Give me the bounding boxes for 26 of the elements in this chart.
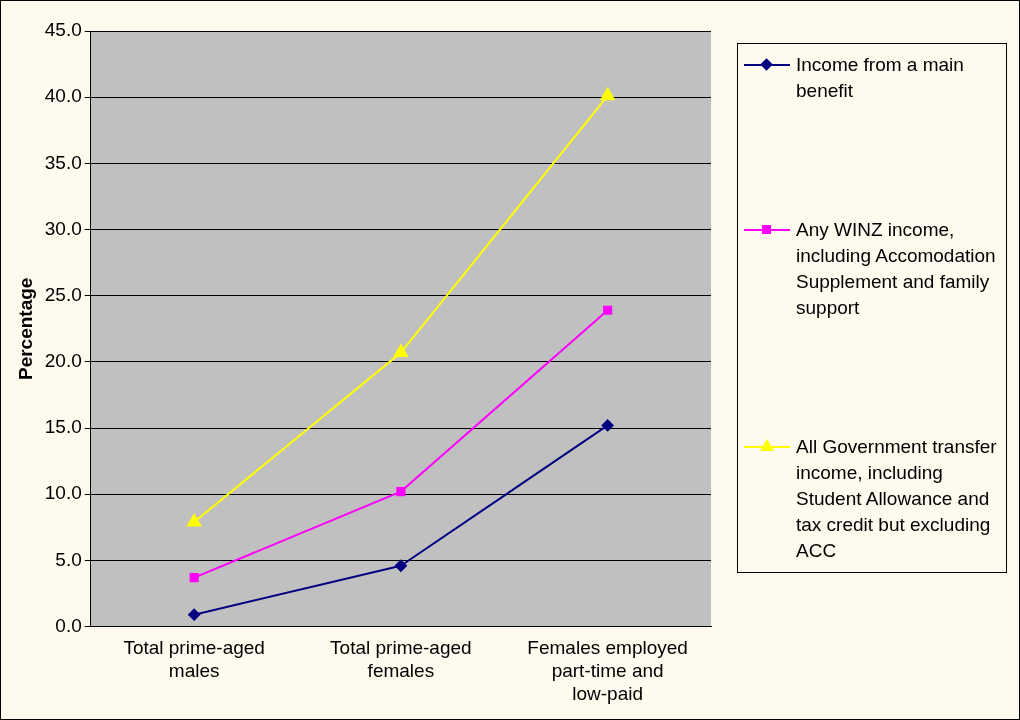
y-axis-title: Percentage (14, 277, 36, 381)
x-tick-label: Total prime-aged males (123, 637, 265, 682)
point (603, 305, 613, 315)
x-tick-label: Total prime-aged females (330, 637, 472, 682)
y-tick-label: 20.0 (44, 350, 82, 372)
y-tick-label: 15.0 (44, 416, 82, 438)
legend-label: Any WINZ income, including Accomodation Supplement and family support (796, 218, 997, 320)
y-tick-label: 35.0 (44, 151, 82, 173)
y-tick-label: 40.0 (44, 85, 82, 107)
legend-label: All Government transfer income, including Student Allowance and tax credit but excluding ACC (796, 435, 998, 563)
x-tick-label: Females employed part-time and low-paid (527, 637, 688, 704)
y-tick-label: 0.0 (55, 614, 82, 636)
point (600, 87, 615, 101)
y-tick-label: 30.0 (44, 217, 82, 239)
legend-label: Income from a main benefit (796, 53, 965, 103)
point (394, 559, 407, 572)
y-tick-label: 45.0 (44, 19, 82, 41)
point (396, 487, 406, 497)
point (187, 514, 202, 527)
point (188, 608, 201, 621)
point (601, 419, 614, 432)
y-tick-label: 10.0 (44, 482, 82, 504)
y-tick-label: 25.0 (44, 283, 82, 305)
y-tick-label: 5.0 (55, 548, 82, 570)
point (189, 573, 199, 583)
point (393, 344, 408, 358)
